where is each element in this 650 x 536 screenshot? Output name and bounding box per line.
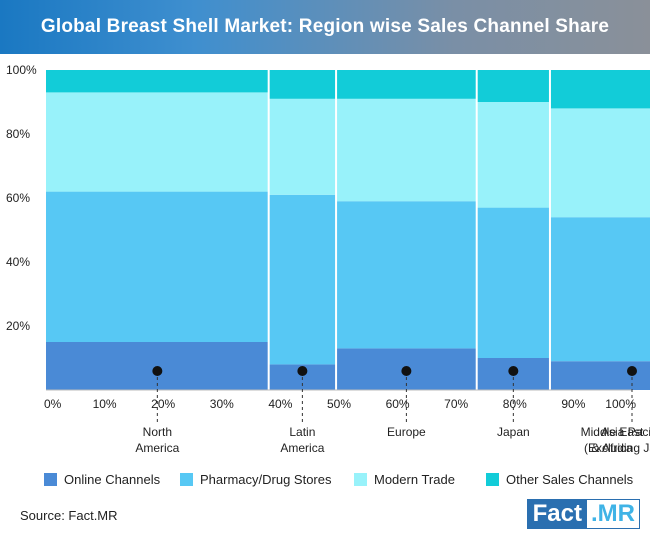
legend-label-online: Online Channels bbox=[64, 472, 161, 487]
segment-3-2 bbox=[476, 102, 550, 208]
category-label: & Africa bbox=[591, 441, 633, 455]
y-tick-label: 20% bbox=[6, 319, 30, 333]
legend-label-pharmacy: Pharmacy/Drug Stores bbox=[200, 472, 332, 487]
segment-1-3 bbox=[268, 70, 337, 99]
factmr-logo: Fact .MR bbox=[526, 499, 640, 529]
category-label: Japan bbox=[497, 425, 530, 439]
legend-swatch-pharmacy bbox=[180, 473, 193, 486]
legend-item-other: Other Sales Channels bbox=[486, 472, 633, 487]
x-tick-label: 30% bbox=[210, 397, 234, 411]
legend-swatch-modern-trade bbox=[354, 473, 367, 486]
category-marker bbox=[508, 366, 519, 376]
segment-2-3 bbox=[336, 70, 477, 99]
x-tick-label: 0% bbox=[44, 397, 62, 411]
x-tick-label: 100% bbox=[605, 397, 636, 411]
x-tick-label: 10% bbox=[93, 397, 117, 411]
category-label: Europe bbox=[387, 425, 426, 439]
segment-0-1 bbox=[46, 191, 269, 342]
category-marker bbox=[297, 366, 308, 376]
segment-2-2 bbox=[336, 98, 477, 202]
x-tick-label: 40% bbox=[268, 397, 292, 411]
segment-1-1 bbox=[268, 194, 337, 365]
legend-swatch-other bbox=[486, 473, 499, 486]
legend: Online Channels Pharmacy/Drug Stores Mod… bbox=[20, 472, 640, 492]
segment-0-2 bbox=[46, 92, 269, 192]
category-marker bbox=[401, 366, 412, 376]
y-tick-label: 100% bbox=[6, 63, 37, 77]
category-label: America bbox=[280, 441, 324, 455]
legend-item-online: Online Channels bbox=[44, 472, 160, 487]
x-tick-label: 90% bbox=[561, 397, 585, 411]
chart: 20% 40% 60% 80% 100% 0% 10% 20% 30% 40% 50% 60% 70% 8… bbox=[6, 63, 650, 455]
legend-label-modern-trade: Modern Trade bbox=[374, 472, 455, 487]
segment-2-1 bbox=[336, 201, 477, 349]
category-label: (Excluding Japan) bbox=[584, 441, 650, 455]
segment-3-3 bbox=[476, 70, 550, 102]
x-tick-label: 60% bbox=[386, 397, 410, 411]
legend-item-modern-trade: Modern Trade bbox=[354, 472, 455, 487]
x-tick-label: 50% bbox=[327, 397, 351, 411]
x-tick-label: 80% bbox=[503, 397, 527, 411]
y-tick-label: 60% bbox=[6, 191, 30, 205]
segment-3-1 bbox=[476, 207, 550, 358]
category-label: Asia Pacific bbox=[601, 425, 650, 439]
category-label: Latin bbox=[289, 425, 315, 439]
segment-4-2 bbox=[549, 108, 650, 218]
x-tick-label: 20% bbox=[151, 397, 175, 411]
segment-4-1 bbox=[549, 217, 650, 362]
category-label: North bbox=[143, 425, 172, 439]
segment-0-3 bbox=[46, 70, 269, 93]
legend-swatch-online bbox=[44, 473, 57, 486]
category-label: America bbox=[135, 441, 179, 455]
segment-4-3 bbox=[549, 70, 650, 109]
legend-label-other: Other Sales Channels bbox=[506, 472, 634, 487]
y-tick-label: 80% bbox=[6, 127, 30, 141]
y-tick-label: 40% bbox=[6, 255, 30, 269]
logo-fact: Fact bbox=[526, 499, 586, 529]
chart-title: Global Breast Shell Market: Region wise … bbox=[40, 16, 610, 37]
category-marker bbox=[152, 366, 163, 376]
category-marker bbox=[627, 366, 637, 376]
segment-1-2 bbox=[268, 98, 337, 195]
logo-mr: .MR bbox=[586, 499, 640, 529]
segment-4-0 bbox=[549, 361, 650, 390]
title-bar: Global Breast Shell Market: Region wise … bbox=[0, 0, 650, 54]
x-tick-label: 70% bbox=[444, 397, 468, 411]
source-note: Source: Fact.MR bbox=[20, 508, 118, 523]
category-label: Middle East bbox=[581, 425, 644, 439]
legend-item-pharmacy: Pharmacy/Drug Stores bbox=[180, 472, 332, 487]
